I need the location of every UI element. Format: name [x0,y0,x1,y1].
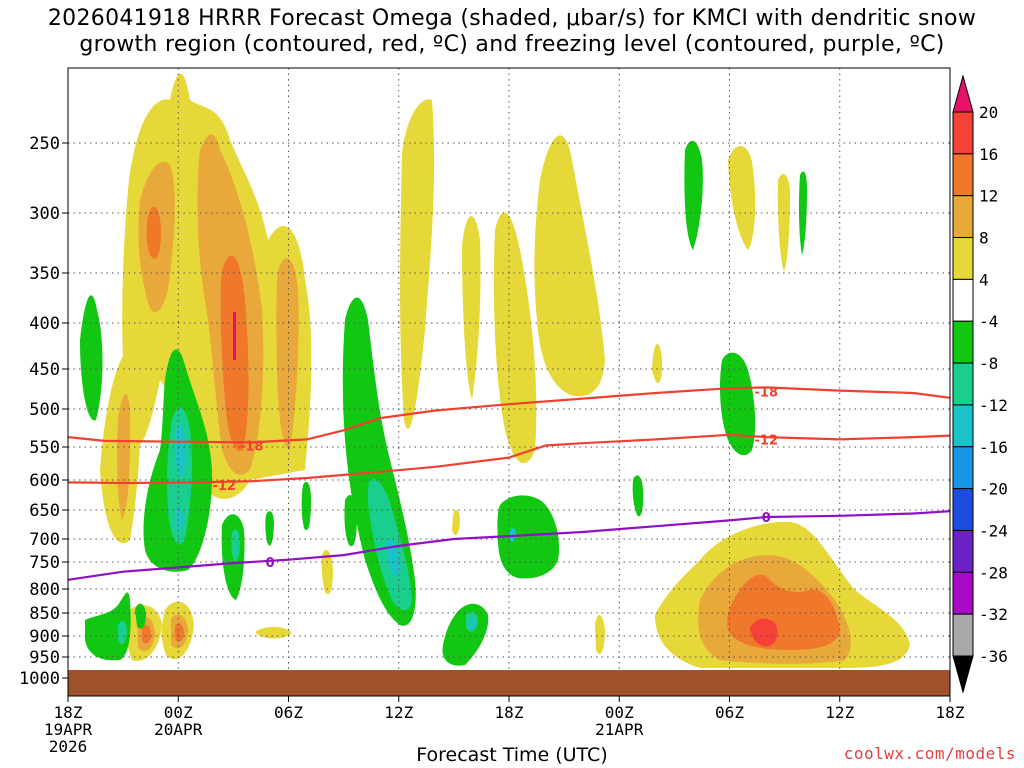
y-tick-label: 300 [29,204,60,224]
y-tick-label: 1000 [19,669,60,689]
gridlines [68,68,950,696]
colorbar: 20 16 12 8 4 -4 -8 -12 -16 -20 -24 -28 -32 -36 [952,74,1008,694]
y-tick-label: 900 [29,627,60,647]
y-tick-label: 600 [29,471,60,491]
y-tick-label: 500 [29,400,60,420]
colorbar-swatch [952,488,974,531]
colorbar-label: -36 [979,647,1008,666]
colorbar-label: -20 [979,480,1008,499]
x-tick-label: 18Z [495,703,524,722]
x-tick-label: 00Z [164,703,193,722]
colorbar-swatch [952,446,974,490]
contour-label: -12 [212,479,236,494]
x-tick-label: 21APR [595,720,644,739]
colorbar-label: 4 [979,270,989,289]
y-tick-label: 850 [29,604,60,624]
colorbar-swatch [952,571,974,615]
x-tick-label: 18Z [54,703,83,722]
colorbar-label: 16 [979,145,998,164]
x-tick-label: 00Z [605,703,634,722]
colorbar-label: -24 [979,521,1008,540]
x-tick-label: 19APR [44,720,93,739]
y-tick-label: 650 [29,501,60,521]
y-tick-label: 550 [29,438,60,458]
y-tick-label: 950 [29,648,60,668]
colorbar-swatch [952,404,974,448]
contour-label: -12 [755,433,779,448]
contour-label: -18 [755,385,779,400]
y-tick-label: 250 [29,134,60,154]
y-tick-label: 450 [29,360,60,380]
y-tick-label: 800 [29,580,60,600]
colorbar-swatch [952,613,974,657]
ground-surface-fill [68,670,950,696]
contour-label: -18 [240,439,264,454]
colorbar-swatch [952,529,974,573]
colorbar-bottom-cap [952,655,974,694]
colorbar-label: -16 [979,438,1008,457]
colorbar-swatch [952,111,974,155]
contour-lines: -18 -18 -12 -12 0 0 [67,385,951,581]
contour--12 [67,433,951,485]
x-tick-label: 20APR [154,720,203,739]
x-tick-label: 06Z [715,703,744,722]
colorbar-swatch [952,278,974,322]
y-tick-label: 350 [29,264,60,284]
y-tick-label: 700 [29,530,60,550]
colorbar-label: 20 [979,103,998,122]
colorbar-swatch [952,237,974,280]
y-axis-ticks: 250 300 350 400 450 500 550 600 650 700 750 800 850 9… [19,134,68,689]
x-tick-label: 12Z [384,703,413,722]
x-tick-label: 06Z [274,703,303,722]
colorbar-swatch [952,195,974,239]
chart-title-line1: 2026041918 HRRR Forecast Omega (shaded, … [47,6,977,31]
x-tick-label: 2026 [49,737,88,756]
colorbar-label: -32 [979,605,1008,624]
colorbar-top-cap [952,74,974,113]
colorbar-swatch [952,362,974,406]
colorbar-swatch [952,153,974,197]
colorbar-label: 8 [979,229,989,248]
contour-label: 0 [266,556,275,571]
y-tick-label: 400 [29,314,60,334]
contour--18 [67,386,951,444]
contour-label: 0 [762,511,771,526]
omega-shading [80,73,910,668]
colorbar-swatch [952,320,974,364]
contour-0 [67,510,951,581]
colorbar-label: 12 [979,187,998,206]
colorbar-label: -28 [979,563,1008,582]
colorbar-label: -8 [979,354,998,373]
omega-20-plus-spot [233,312,236,360]
chart-title-line2: growth region (contoured, red, ºC) and f… [79,32,945,57]
x-tick-label: 18Z [936,703,965,722]
x-tick-label: 12Z [825,703,854,722]
x-axis-title: Forecast Time (UTC) [416,744,608,766]
y-tick-label: 750 [29,553,60,573]
colorbar-label: -4 [979,312,998,331]
credit-text: coolwx.com/models [843,744,1016,763]
colorbar-label: -12 [979,396,1008,415]
chart-title: 2026041918 HRRR Forecast Omega (shaded, … [0,6,1024,58]
omega-16-20-shading [750,618,778,647]
